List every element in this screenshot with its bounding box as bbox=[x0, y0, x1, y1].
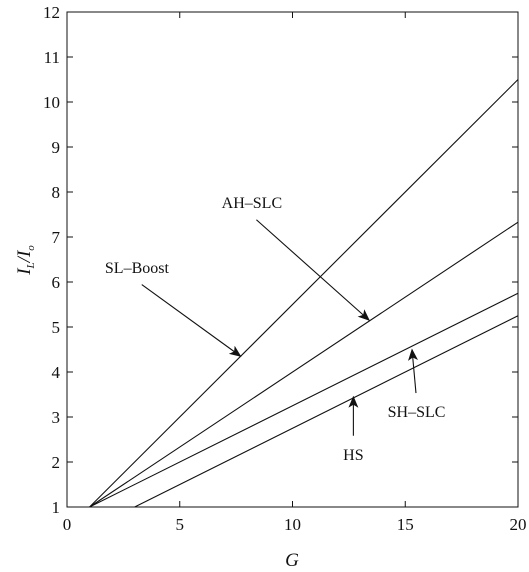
annotations: SL–Boost AH–SLC SH–SLC HS bbox=[105, 195, 446, 464]
annotation-label-hs: HS bbox=[343, 447, 363, 464]
series-line-ah-slc bbox=[89, 221, 519, 508]
annotation-arrow-sl-boost bbox=[141, 284, 242, 357]
y-axis-label-sub2: o bbox=[25, 245, 37, 251]
y-tick-label: 1 bbox=[52, 498, 61, 517]
x-tick-label: 15 bbox=[397, 515, 414, 534]
y-tick-label: 12 bbox=[43, 3, 60, 22]
y-tick-label: 4 bbox=[52, 363, 61, 382]
annotation-label-ah-slc: AH–SLC bbox=[222, 195, 282, 212]
y-axis-label-main2: I bbox=[14, 249, 35, 258]
series-lines bbox=[89, 79, 519, 508]
y-tick-label: 7 bbox=[52, 228, 61, 247]
series-line-hs bbox=[134, 315, 519, 508]
x-tick-label: 5 bbox=[176, 515, 185, 534]
annotation-arrow-ah-slc bbox=[256, 219, 370, 321]
y-axis-label: IL/Io bbox=[14, 245, 37, 276]
y-tick-label: 3 bbox=[52, 408, 61, 427]
y-tick-label: 5 bbox=[52, 318, 61, 337]
y-tick-label: 11 bbox=[44, 48, 60, 67]
y-tick-label: 10 bbox=[43, 93, 60, 112]
x-tick-label: 0 bbox=[63, 515, 72, 534]
annotation-label-sl-boost: SL–Boost bbox=[105, 260, 170, 277]
series-line-sl-boost bbox=[89, 79, 519, 508]
y-tick-label: 8 bbox=[52, 183, 61, 202]
y-tick-label: 6 bbox=[52, 273, 61, 292]
y-axis-label-sub1: L bbox=[25, 262, 37, 269]
x-tick-label: 20 bbox=[510, 515, 527, 534]
y-tick-label: 2 bbox=[52, 453, 61, 472]
annotation-label-sh-slc: SH–SLC bbox=[388, 404, 446, 421]
annotation-arrow-sh-slc bbox=[408, 348, 418, 394]
x-axis-ticks: 0 5 10 15 20 bbox=[63, 12, 527, 534]
y-axis-label-main: I bbox=[14, 267, 35, 276]
y-tick-label: 9 bbox=[52, 138, 61, 157]
y-axis-label-sep: / bbox=[14, 255, 35, 263]
x-axis-label: G bbox=[285, 550, 299, 571]
x-tick-label: 10 bbox=[284, 515, 301, 534]
svg-text:IL/Io: IL/Io bbox=[14, 245, 37, 276]
series-line-sh-slc bbox=[89, 292, 519, 508]
